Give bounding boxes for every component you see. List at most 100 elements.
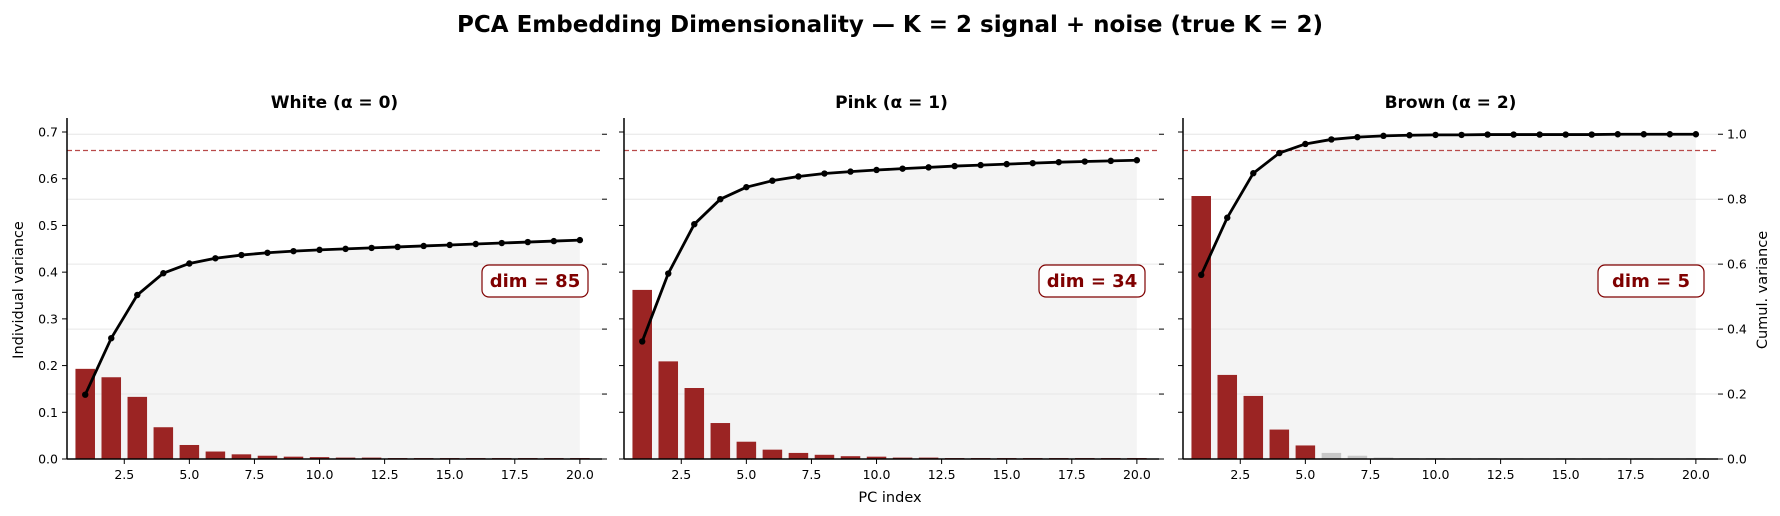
- cumulative-point: [498, 239, 505, 247]
- cumulative-point: [1354, 133, 1361, 141]
- cumulative-point: [472, 240, 479, 248]
- x-tick-label: 20.0: [1123, 467, 1151, 482]
- variance-bar: [1243, 395, 1264, 459]
- x-tick-label: 5.0: [736, 467, 756, 482]
- variance-bar: [1295, 445, 1316, 459]
- right-y-tick-label: 1.0: [1727, 127, 1747, 142]
- cumulative-point: [1692, 131, 1700, 138]
- dim-annotation-text: dim = 34: [1047, 271, 1137, 292]
- variance-bar: [658, 361, 679, 459]
- cumulative-point: [1380, 132, 1387, 140]
- variance-bar: [1321, 452, 1342, 459]
- cumulative-point: [1536, 131, 1543, 138]
- x-tick-label: 20.0: [566, 467, 594, 482]
- variance-bar: [1191, 196, 1211, 459]
- left-y-tick-label: 0.2: [38, 358, 58, 373]
- cumulative-point: [951, 162, 958, 170]
- x-tick-label: 17.5: [1058, 467, 1086, 482]
- dim-annotation-text: dim = 5: [1612, 271, 1690, 292]
- cumulative-point: [1003, 160, 1010, 168]
- cumulative-point: [847, 168, 854, 175]
- cumulative-point: [1458, 131, 1465, 139]
- cumulative-point: [420, 242, 427, 250]
- cumulative-point: [394, 243, 401, 251]
- cumulative-point: [108, 334, 115, 342]
- cumulative-point: [1302, 140, 1309, 148]
- cumulative-point: [342, 245, 349, 253]
- left-y-tick-label: 0.5: [38, 218, 58, 233]
- variance-bar: [788, 452, 809, 459]
- cumulative-point: [1510, 131, 1517, 138]
- dim-annotation-text: dim = 85: [490, 271, 580, 292]
- panel-title: Pink (α = 1): [835, 93, 948, 113]
- cumulative-point: [795, 173, 802, 180]
- left-y-tick-label: 0.6: [38, 171, 58, 186]
- cumulative-point: [691, 220, 698, 228]
- cumulative-point: [576, 236, 584, 244]
- cumulative-point: [446, 241, 453, 249]
- right-y-tick-label: 0.8: [1727, 192, 1747, 207]
- cumulative-point: [1432, 131, 1439, 139]
- variance-bar: [1269, 429, 1290, 459]
- left-y-tick-label: 0.3: [38, 311, 58, 326]
- cumulative-point: [1055, 158, 1062, 166]
- left-y-tick-label: 0.4: [38, 265, 58, 280]
- variance-bar: [179, 444, 200, 459]
- x-tick-label: 20.0: [1682, 467, 1710, 482]
- variance-bar: [153, 427, 174, 459]
- variance-bar: [283, 456, 304, 459]
- x-tick-label: 2.5: [114, 467, 134, 482]
- dim-annotation-box: [1038, 264, 1146, 298]
- panel-title: Brown (α = 2): [1385, 93, 1517, 113]
- variance-bar: [309, 457, 330, 459]
- cumulative-point: [1406, 132, 1413, 139]
- cumulative-point: [873, 166, 880, 174]
- cumulative-point: [925, 164, 932, 171]
- panel-3: 2.5 5.0 7.5 10.0 12.5 15.0 17.5 20.0 0.0 0.2 0.4 0.…: [1178, 93, 1747, 482]
- cumulative-point: [82, 391, 89, 398]
- cumulative-point: [1328, 136, 1335, 143]
- x-tick-label: 10.0: [1422, 467, 1450, 482]
- cumulative-point: [717, 195, 724, 203]
- figure-title: PCA Embedding Dimensionality — K = 2 sig…: [457, 12, 1323, 38]
- cumulative-point: [212, 255, 219, 262]
- dim-annotation-box: [1597, 264, 1705, 298]
- left-y-axis-label: Individual variance: [11, 221, 27, 359]
- cumulative-point: [186, 260, 193, 267]
- cumulative-point: [368, 244, 375, 252]
- x-tick-label: 12.5: [371, 467, 399, 482]
- variance-bar: [762, 449, 783, 459]
- variance-bar: [710, 423, 731, 459]
- x-axis-label: PC index: [858, 490, 922, 506]
- cumulative-point: [743, 183, 750, 191]
- cumulative-point: [1224, 214, 1231, 221]
- cumulative-variance-line: [1199, 132, 1696, 276]
- variance-bar: [231, 454, 252, 459]
- variance-bar: [736, 441, 757, 459]
- panels: 2.5 5.0 7.5 10.0 12.5 15.0 17.5 20.0 0.0 0.1 0.2 0.…: [38, 93, 1747, 482]
- cumulative-point: [1588, 131, 1595, 138]
- cumulative-point: [899, 165, 906, 172]
- right-y-tick-label: 0.2: [1727, 387, 1747, 402]
- x-tick-label: 17.5: [501, 467, 529, 482]
- cumulative-point: [160, 270, 167, 277]
- cumulative-point: [1614, 131, 1621, 138]
- x-tick-label: 7.5: [1361, 467, 1381, 482]
- x-tick-label: 15.0: [436, 467, 464, 482]
- cumulative-point: [1198, 271, 1205, 279]
- panel-title: White (α = 0): [271, 93, 398, 113]
- x-tick-label: 15.0: [993, 467, 1021, 482]
- variance-bar: [632, 289, 652, 459]
- x-tick-label: 17.5: [1617, 467, 1645, 482]
- cumulative-point: [1107, 157, 1115, 165]
- x-tick-label: 2.5: [1230, 467, 1250, 482]
- cumulative-variance-line: [640, 158, 1137, 342]
- variance-bar: [127, 396, 148, 459]
- left-y-tick-label: 0.0: [38, 452, 58, 467]
- x-tick-label: 7.5: [801, 467, 821, 482]
- panel-1: 2.5 5.0 7.5 10.0 12.5 15.0 17.5 20.0 0.0 0.1 0.2 0.…: [38, 93, 607, 482]
- variance-bar: [814, 454, 835, 459]
- cumulative-fill-region: [642, 160, 1137, 459]
- cumulative-point: [290, 247, 297, 255]
